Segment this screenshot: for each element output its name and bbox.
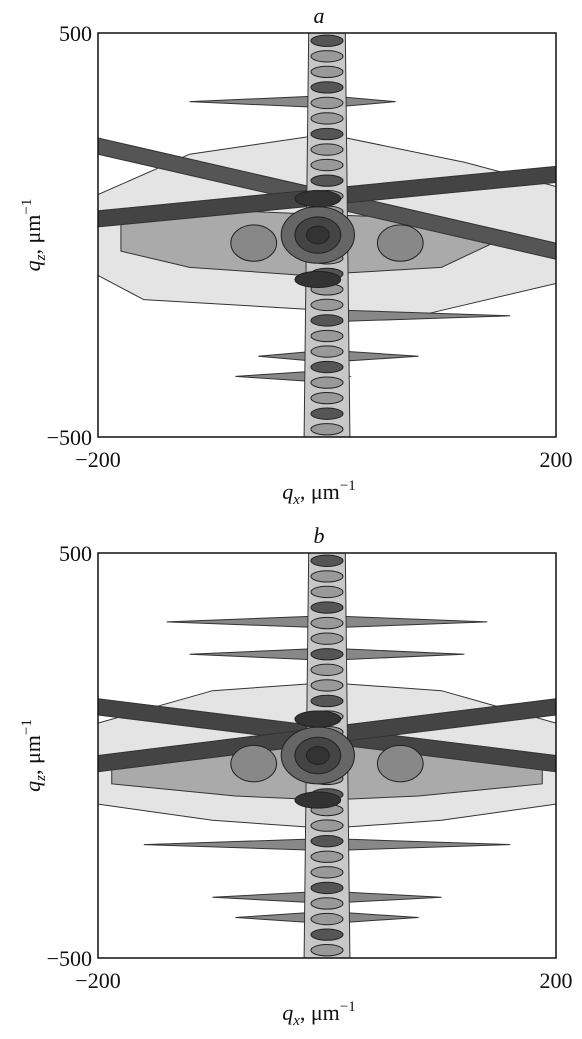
contour-blob — [310, 314, 344, 327]
axis-symbol: q — [20, 260, 45, 271]
contour-blob — [310, 679, 344, 692]
y-tick-label: −500 — [47, 946, 92, 971]
contour-blob — [294, 190, 342, 208]
contour-blob — [310, 174, 344, 187]
axis-symbol: q — [282, 1000, 293, 1025]
axis-unit: , μm — [300, 479, 340, 504]
axis-unit: , μm — [20, 735, 45, 775]
x-tick-label: −200 — [75, 447, 120, 472]
contour-blob — [310, 694, 344, 708]
contour-blob — [310, 391, 344, 405]
contour-blob — [310, 663, 344, 676]
contour-blob — [310, 928, 344, 941]
axis-unit: , μm — [20, 215, 45, 255]
axis-superscript: −1 — [340, 478, 356, 494]
x-tick-label: 200 — [540, 447, 573, 472]
axis-label: qx, μm−1 — [282, 999, 356, 1029]
x-tick-label: −200 — [75, 968, 120, 993]
contour-blob — [310, 423, 344, 436]
axis-label: qx, μm−1 — [282, 478, 356, 508]
contour-blob — [294, 791, 342, 809]
x-tick-label: 200 — [540, 968, 573, 993]
contour-blob — [310, 819, 344, 832]
contour-blob — [310, 601, 344, 614]
contour-blob — [294, 710, 342, 728]
contour-blob — [310, 407, 344, 420]
contour-blob — [230, 224, 278, 262]
axis-symbol: q — [282, 479, 293, 504]
contour-blob — [310, 360, 344, 374]
y-tick-label: 500 — [59, 21, 92, 46]
y-tick-label: 500 — [59, 541, 92, 566]
contour-blob — [310, 835, 344, 848]
contour-blob — [310, 329, 344, 343]
contour-blob — [310, 648, 344, 661]
contour-blob — [310, 158, 344, 172]
contour-blob — [310, 127, 344, 141]
contour-map — [98, 553, 556, 958]
contour-blob — [310, 912, 344, 926]
plot-frame — [97, 552, 557, 959]
contour-blob — [310, 65, 344, 79]
contour-blob — [310, 616, 344, 630]
axis-symbol: q — [20, 781, 45, 792]
contour-blob — [310, 81, 344, 94]
contour-blob — [310, 143, 344, 156]
contour-blob — [310, 585, 344, 599]
contour-blob — [310, 554, 344, 567]
axis-superscript: −1 — [19, 719, 35, 735]
axis-unit: , μm — [300, 1000, 340, 1025]
axis-subscript: x — [292, 1013, 300, 1029]
contour-blob — [310, 376, 344, 389]
axis-label: qz, μm−1 — [19, 199, 49, 272]
contour-blob — [294, 270, 342, 289]
contour-blob — [310, 897, 344, 910]
contour-blob — [230, 744, 278, 783]
y-tick-label: −500 — [47, 425, 92, 450]
contour-blob — [310, 345, 344, 358]
contour-blob — [310, 96, 344, 110]
panel-title: b — [314, 523, 325, 548]
contour-blob — [310, 112, 344, 125]
axis-subscript: x — [292, 492, 300, 508]
contour-blob — [310, 866, 344, 879]
axis-label: qz, μm−1 — [19, 719, 49, 792]
contour-streak — [189, 95, 396, 109]
axis-subscript: z — [33, 254, 49, 261]
axis-superscript: −1 — [19, 199, 35, 215]
plot-frame — [97, 32, 557, 438]
contour-blob — [310, 570, 344, 583]
contour-blob — [310, 632, 344, 645]
contour-blob — [310, 944, 344, 957]
contour-blob — [310, 881, 344, 895]
contour-map — [98, 33, 556, 437]
contour-blob — [376, 224, 424, 262]
contour-blob — [305, 225, 330, 245]
contour-blob — [310, 50, 344, 63]
contour-blob — [310, 850, 344, 863]
contour-blob — [376, 744, 424, 783]
contour-blob — [310, 298, 344, 312]
axis-subscript: z — [33, 775, 49, 782]
contour-blob — [305, 746, 330, 765]
panel-title: a — [314, 3, 325, 28]
contour-blob — [310, 34, 344, 47]
axis-superscript: −1 — [340, 999, 356, 1015]
